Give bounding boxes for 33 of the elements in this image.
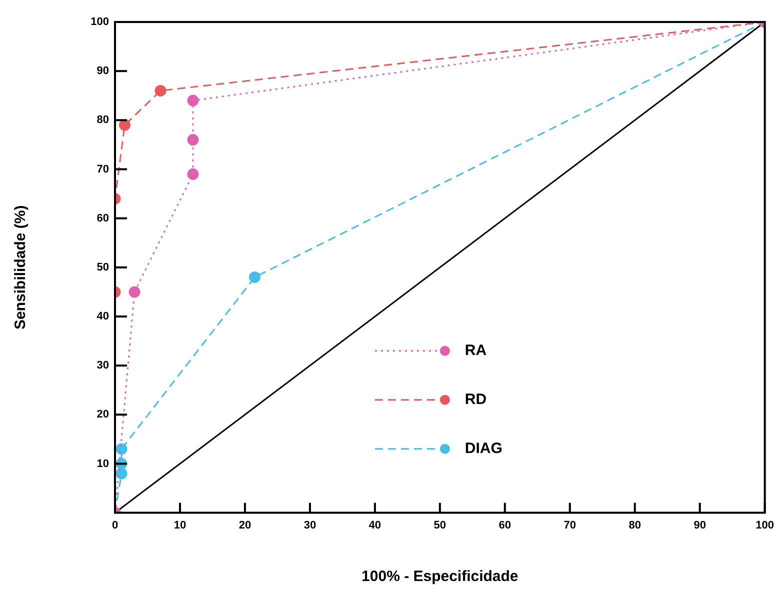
y-tick-label: 100 xyxy=(90,16,109,28)
x-tick-label: 60 xyxy=(498,519,512,532)
x-tick-label: 70 xyxy=(564,519,576,532)
point xyxy=(116,443,128,455)
y-tick-label: 60 xyxy=(96,212,109,224)
point xyxy=(187,168,199,180)
y-axis-title: Sensibilidade (%) xyxy=(12,205,30,330)
x-tick-label: 30 xyxy=(304,519,316,532)
y-tick-label: 30 xyxy=(96,360,109,372)
x-axis-title: 100% - Especificidade xyxy=(362,568,518,586)
point xyxy=(187,94,199,106)
x-tick-label: 90 xyxy=(694,519,706,532)
y-tick-label: 40 xyxy=(96,310,109,323)
legend-label: DIAG xyxy=(464,440,502,457)
y-tick-label: 20 xyxy=(96,408,109,421)
y-tick-label: 50 xyxy=(96,261,109,274)
x-tick-label: 80 xyxy=(628,519,641,532)
point xyxy=(248,271,260,283)
legend-label: RA xyxy=(464,342,487,359)
x-tick-label: 10 xyxy=(174,519,186,532)
y-tick-label: 90 xyxy=(96,65,109,78)
point xyxy=(128,286,140,298)
y-tick-label: 70 xyxy=(96,163,109,176)
x-tick-label: 40 xyxy=(368,519,382,532)
legend-label: RD xyxy=(464,390,487,408)
x-tick-label: 50 xyxy=(434,519,446,532)
x-tick-label: 20 xyxy=(238,519,252,532)
y-tick-label: 80 xyxy=(96,114,109,126)
y-tick-label: 10 xyxy=(96,458,109,470)
point xyxy=(187,134,199,146)
line-series xyxy=(115,22,765,513)
x-tick-label: 0 xyxy=(112,519,118,532)
x-tick-label: 100 xyxy=(756,519,774,532)
